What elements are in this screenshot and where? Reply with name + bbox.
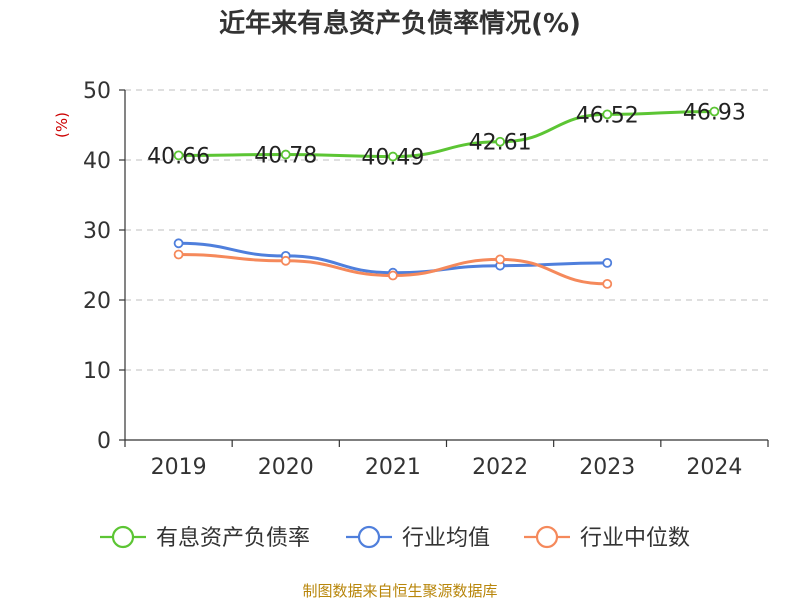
y-tick-label: 50 [83, 79, 111, 104]
x-tick-label: 2020 [258, 455, 314, 480]
data-labels: 40.66 40.78 40.49 42.61 46.52 46.93 [147, 100, 746, 170]
y-tick-label: 20 [83, 289, 111, 314]
grid-lines [125, 89, 768, 371]
data-point-marker [388, 151, 398, 162]
y-tick-label: 40 [83, 149, 111, 174]
data-point-marker [388, 270, 398, 281]
legend-marker-icon [111, 525, 135, 549]
x-tick-label: 2023 [579, 455, 635, 480]
y-tick-label: 0 [97, 429, 111, 454]
legend-marker-icon [357, 525, 381, 549]
legend[interactable]: 有息资产负债率 行业均值 行业中位数 [100, 525, 690, 551]
x-tick-label: 2021 [365, 455, 421, 480]
data-label: 42.61 [469, 131, 532, 156]
data-label: 46.93 [683, 100, 746, 125]
data-label: 40.66 [147, 144, 210, 169]
source-note: 制图数据来自恒生聚源数据库 [302, 582, 497, 600]
legend-marker-icon [535, 525, 559, 549]
data-point-marker [602, 257, 613, 268]
x-tick-label: 2019 [151, 455, 207, 480]
chart-title: 近年来有息资产负债率情况(%) [219, 8, 581, 39]
data-point-marker [173, 249, 184, 260]
legend-label[interactable]: 行业均值 [402, 526, 490, 551]
data-point-marker [709, 106, 720, 117]
data-point-marker [173, 150, 184, 161]
data-label: 40.49 [361, 146, 424, 171]
x-tick-label: 2022 [472, 455, 528, 480]
data-point-marker [602, 109, 613, 120]
data-label: 46.52 [576, 103, 639, 128]
data-point-marker [280, 255, 291, 266]
y-tick-label: 30 [83, 219, 111, 244]
legend-label[interactable]: 有息资产负债率 [156, 526, 310, 551]
data-label: 40.78 [254, 144, 317, 169]
data-point-marker [495, 254, 505, 265]
series-layer [173, 106, 720, 289]
data-point-marker [602, 278, 613, 289]
legend-label[interactable]: 行业中位数 [580, 526, 690, 551]
data-point-marker [280, 149, 291, 160]
y-axis-unit: (%) [53, 112, 71, 138]
axes: 0 10 20 30 40 50 2019 2020 2021 2022 2023 2024 [83, 79, 769, 480]
data-point-marker [495, 136, 505, 147]
x-tick-label: 2024 [686, 455, 742, 480]
series-line-1 [177, 109, 716, 159]
y-tick-label: 10 [83, 359, 111, 384]
data-point-marker [173, 238, 184, 249]
